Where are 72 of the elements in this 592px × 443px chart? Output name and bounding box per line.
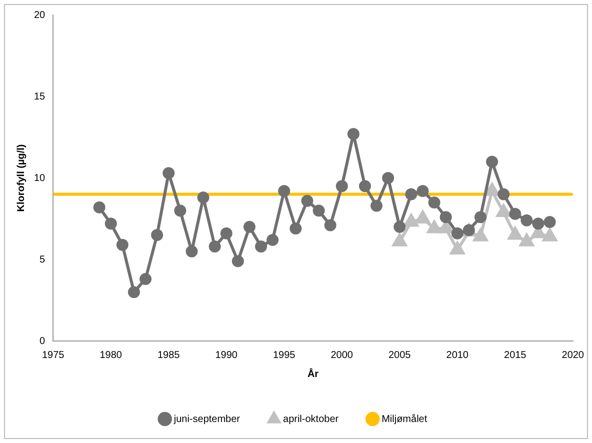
point xyxy=(290,222,302,235)
point xyxy=(450,242,465,254)
point xyxy=(358,180,371,192)
point xyxy=(394,220,406,233)
point xyxy=(498,188,510,200)
point xyxy=(128,286,140,298)
x-tick-label: 1975 xyxy=(42,350,65,361)
point xyxy=(416,210,430,224)
point xyxy=(174,204,186,217)
point xyxy=(312,204,325,217)
point xyxy=(405,188,418,200)
y-axis-title: Klorofyll (µg/l) xyxy=(16,144,27,212)
x-tick-label: 2015 xyxy=(504,350,527,361)
point xyxy=(232,255,244,268)
y-tick-label: 5 xyxy=(40,254,46,266)
point xyxy=(255,240,268,252)
x-tick-label: 1990 xyxy=(215,350,238,361)
point xyxy=(151,229,164,242)
point xyxy=(382,172,394,184)
y-tick-label: 0 xyxy=(40,336,46,347)
point xyxy=(532,218,544,230)
point xyxy=(208,240,221,252)
legend-label: juni-september xyxy=(172,414,241,425)
point xyxy=(197,192,210,204)
x-tick-label: 1980 xyxy=(100,350,122,361)
point xyxy=(404,214,418,227)
point xyxy=(474,211,486,224)
point xyxy=(438,220,453,234)
point xyxy=(336,180,348,192)
x-tick-label: 1985 xyxy=(158,350,180,361)
point xyxy=(186,245,198,258)
point xyxy=(93,201,106,214)
point xyxy=(544,216,556,228)
point xyxy=(370,200,383,212)
point xyxy=(486,156,498,168)
point xyxy=(301,194,314,207)
x-tick-label: 1995 xyxy=(273,350,296,361)
x-tick-label: 2005 xyxy=(388,350,412,361)
point xyxy=(484,183,500,196)
point xyxy=(440,211,452,224)
point xyxy=(428,196,440,208)
point xyxy=(324,219,336,232)
x-tick-label: 2020 xyxy=(562,350,584,361)
point xyxy=(509,208,522,220)
point xyxy=(278,185,290,198)
point xyxy=(162,167,175,180)
point xyxy=(520,234,534,246)
point xyxy=(347,128,360,140)
point xyxy=(451,227,464,240)
point xyxy=(427,220,442,234)
point xyxy=(416,185,429,198)
point xyxy=(473,228,488,242)
point xyxy=(116,238,128,251)
point xyxy=(104,218,117,230)
point xyxy=(392,234,407,246)
point xyxy=(520,214,533,226)
legend-label: Miljømålet xyxy=(382,412,428,425)
point xyxy=(542,228,557,242)
y-tick-label: 10 xyxy=(34,172,46,184)
point xyxy=(462,224,475,236)
x-tick-label: 2000 xyxy=(330,350,354,361)
point xyxy=(220,227,232,240)
y-tick-label: 20 xyxy=(34,10,46,21)
legend-label: april-oktober xyxy=(283,414,340,425)
point xyxy=(243,220,256,233)
x-tick-label: 2010 xyxy=(446,350,469,361)
y-tick-label: 15 xyxy=(34,91,46,102)
x-axis-title: År xyxy=(307,368,319,380)
point xyxy=(496,204,511,217)
point xyxy=(140,273,152,286)
point xyxy=(266,234,279,246)
point xyxy=(508,227,522,240)
